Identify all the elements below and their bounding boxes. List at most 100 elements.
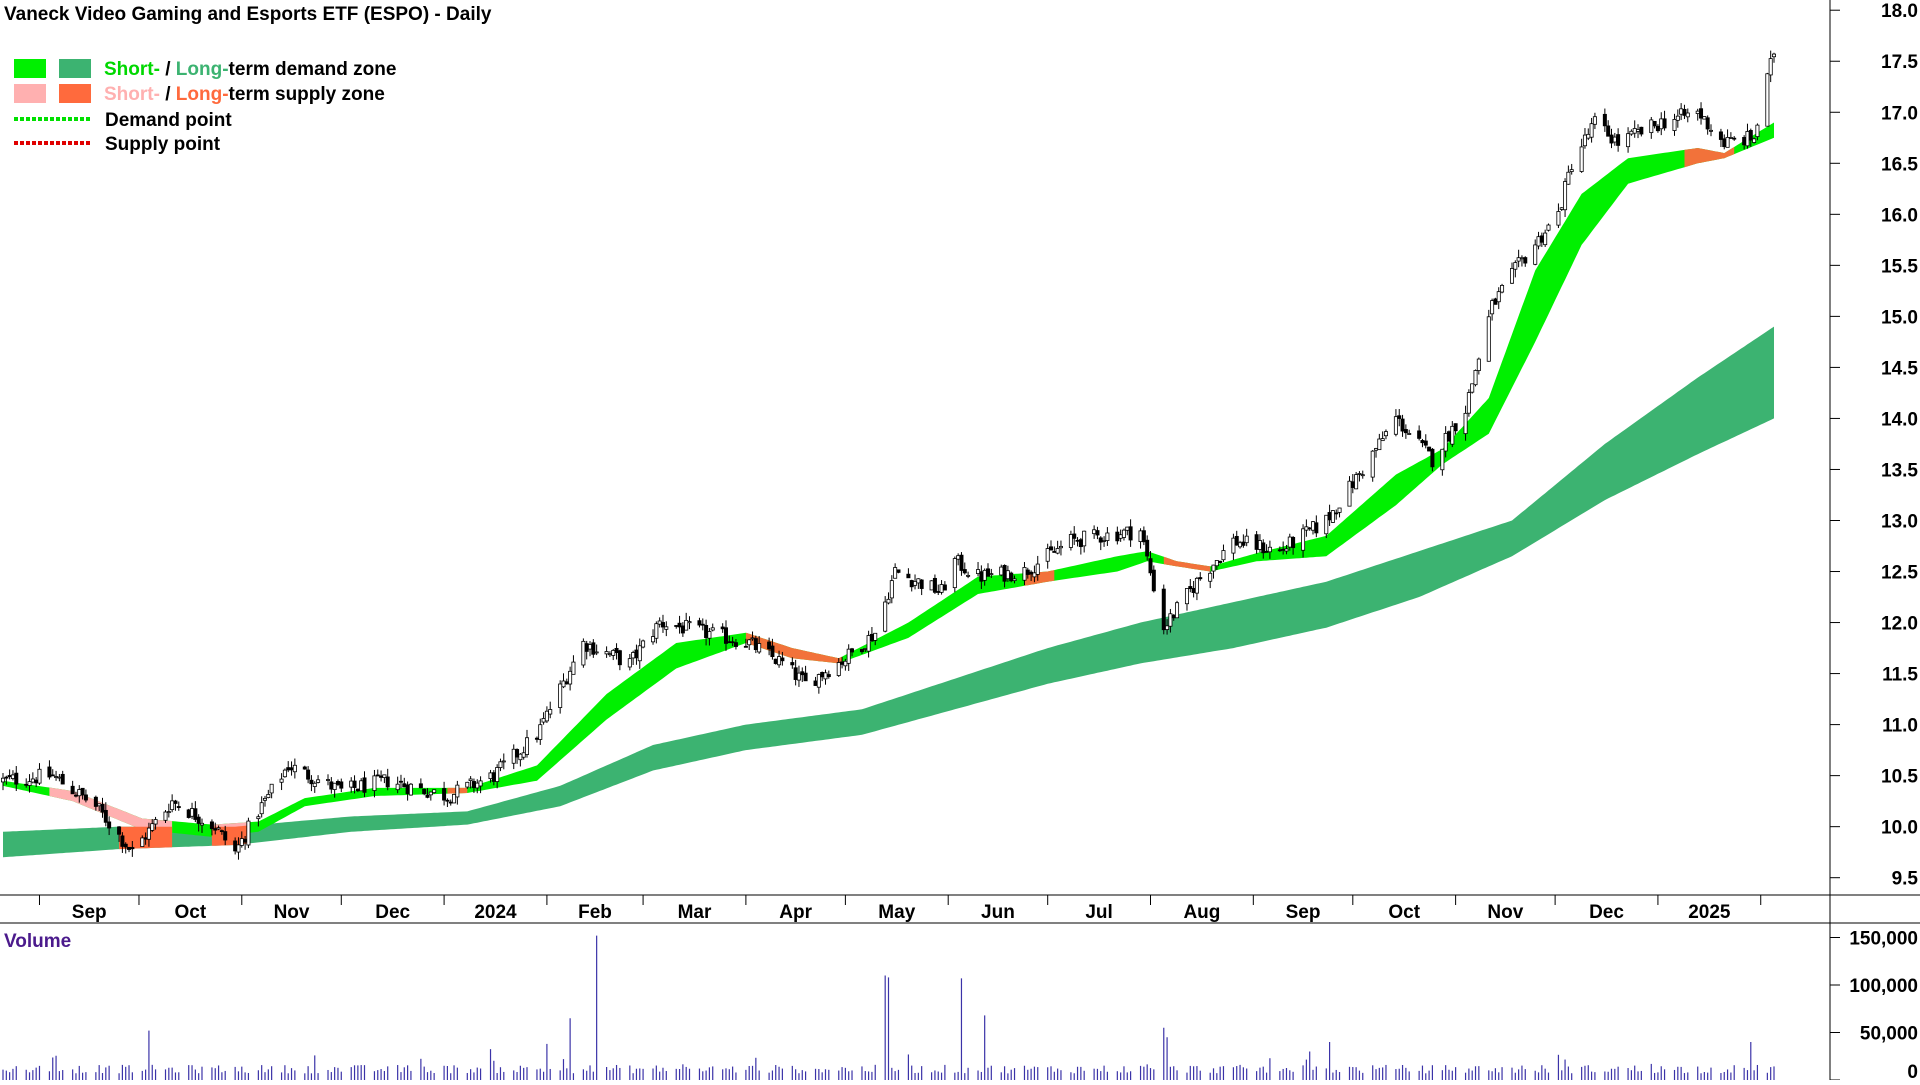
candle [199,818,204,833]
candle [163,810,168,823]
candle [359,778,364,792]
candle [723,620,728,651]
candle [428,791,433,801]
candle [173,799,178,811]
candle [757,635,762,654]
candle [80,787,85,800]
candle [916,578,921,589]
candle [1314,515,1319,538]
date-tick-label: Sep [1286,902,1321,923]
long-term-supply-zone [1163,556,1211,572]
candle [10,770,15,781]
candle [1337,507,1342,518]
long-term-supply-zone [745,632,843,664]
candle [1768,50,1773,83]
candle [70,780,75,795]
candle [515,748,520,764]
candle [1400,414,1405,437]
volume-axis: 0 50,000 100,000 150,000 [1830,929,1918,1083]
candle [1682,104,1687,120]
short-term-zone-layer [3,122,1774,850]
candle [425,788,430,799]
candle [1516,249,1521,268]
candle [1261,539,1266,559]
chart-legend: Short- / Long-term demand zone Short- / … [14,59,396,155]
candle [349,777,354,793]
candle [1075,537,1080,547]
candle [1191,581,1196,598]
candle [989,568,994,578]
candle [1662,110,1667,131]
candle [558,680,563,714]
candle [571,655,576,675]
candle [1586,128,1591,141]
candle [1708,124,1713,137]
candle [1012,575,1017,584]
candle [634,644,639,665]
candle [1466,389,1471,417]
candle [1519,255,1524,267]
price-tick-label: 14.5 [1881,358,1918,379]
candle [375,769,380,777]
candle [289,761,294,776]
candle [1068,530,1073,551]
candle [906,568,911,579]
candle [445,798,450,807]
candle [312,781,317,793]
candle [1579,138,1584,173]
candle [538,718,543,745]
candle [352,775,357,794]
candle [1685,108,1690,123]
candle [641,639,646,649]
price-tick-label: 9.5 [1892,869,1919,890]
candle [395,776,400,794]
candle [495,764,500,789]
candle [100,797,105,818]
candle [813,676,818,686]
candle [564,678,569,685]
price-tick-label: 11.5 [1882,665,1918,686]
candle [932,574,937,594]
candle [1383,429,1388,440]
candle [170,794,175,813]
candle [309,775,314,792]
candle [511,744,516,770]
candle [1463,405,1468,441]
candle [1430,448,1435,472]
candle [1324,514,1329,539]
candle [448,799,453,806]
candle [889,575,894,604]
candle [54,770,59,781]
candle [282,768,287,778]
candle [1350,474,1355,494]
candle [617,649,622,671]
candle [1440,448,1445,476]
date-tick-label: Nov [274,902,310,923]
candle [1473,369,1478,387]
candle [1218,560,1223,564]
candle [1304,519,1309,537]
candle [362,771,367,798]
candle [886,592,891,605]
candle [1098,536,1103,551]
candle [1606,120,1611,137]
price-tick-label: 10.5 [1881,767,1918,788]
candle [1582,128,1587,149]
candle [1659,112,1664,136]
candle [627,653,632,671]
candle [1639,126,1644,137]
date-tick-label: Mar [678,902,712,923]
candle [219,829,224,835]
candle [1563,178,1568,218]
candle [216,825,221,831]
date-tick-label: Feb [578,902,612,923]
candle [959,552,964,576]
date-axis: Sep Oct Nov Dec 2024 Feb Mar Apr May Jun Jul Aug Sep… [38,895,1762,923]
candle [677,615,682,634]
long-term-zone-layer [3,326,1774,858]
candle [1211,564,1216,579]
candle [335,779,340,787]
candle [654,621,659,644]
price-tick-label: 16.0 [1881,205,1918,226]
